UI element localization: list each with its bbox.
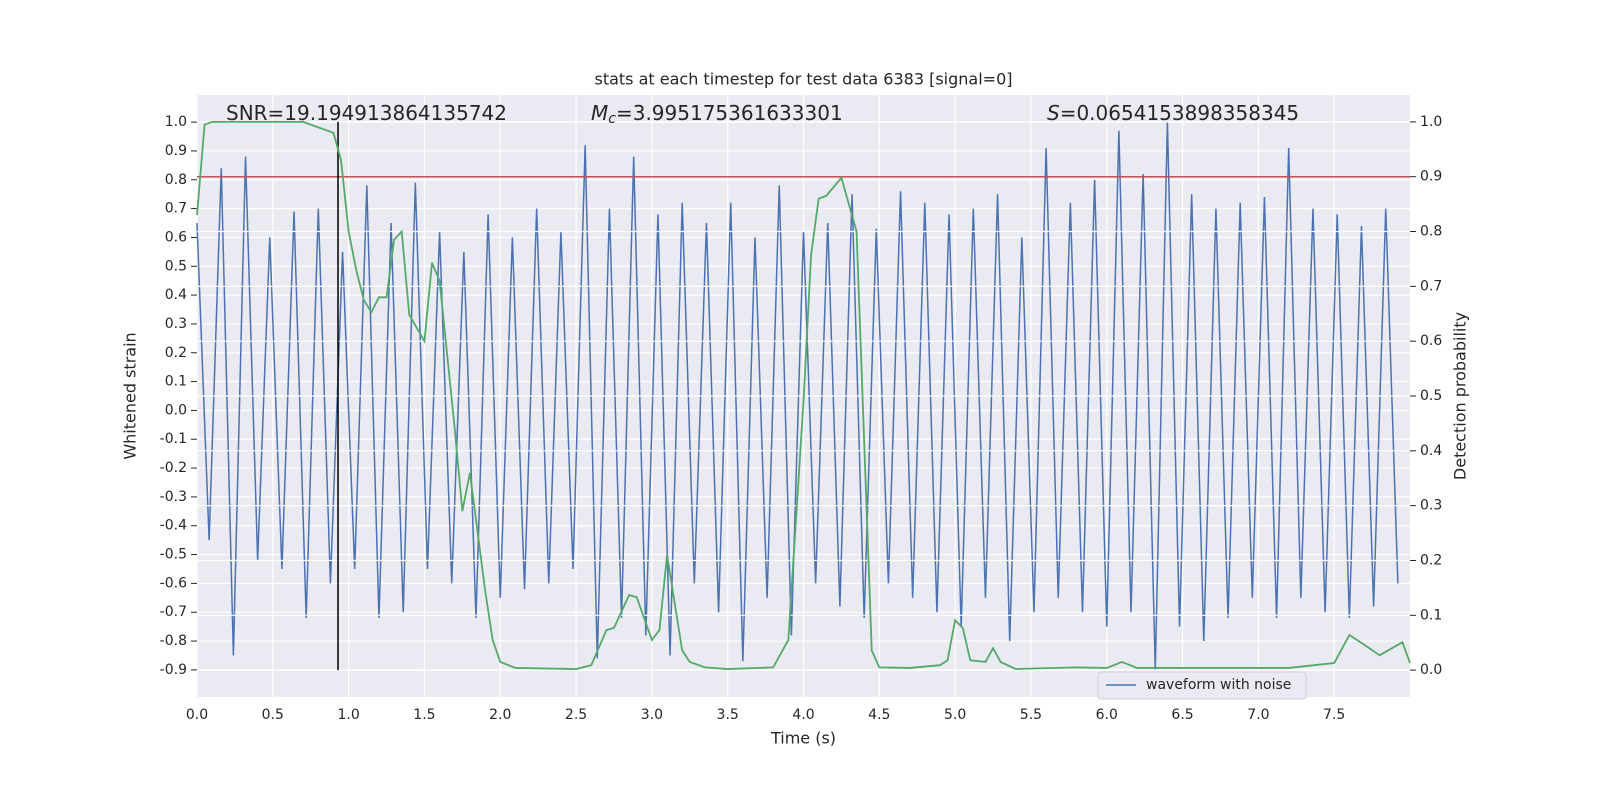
x-tick-label: 1.0 [337,707,359,723]
annotation-subscript: c [608,111,616,127]
x-tick-label: 3.0 [641,707,663,723]
y-tick-label: 1.0 [165,114,187,130]
x-tick-label: 6.0 [1096,707,1118,723]
chart-title: stats at each timestep for test data 638… [594,70,1012,89]
annotation-symbol: S [1047,101,1060,125]
annotation: Mc=3.995175361633301 [591,101,843,128]
y2-tick-label: 0.4 [1420,443,1442,459]
annotation: SNR=19.194913864135742 [226,101,507,125]
y2-tick-label: 0.2 [1420,552,1442,568]
x-tick-label: 6.5 [1171,707,1193,723]
x-tick-label: 3.5 [717,707,739,723]
x-tick-label: 0.5 [262,707,284,723]
y2-tick-label: 0.9 [1420,169,1442,185]
x-axis-label: Time (s) [770,729,836,748]
y-tick-label: -0.4 [160,518,187,534]
y-tick-label: 0.0 [165,402,187,418]
y-tick-label: 0.5 [165,258,187,274]
y-tick-label: -0.9 [160,662,187,678]
y-tick-label: -0.6 [160,575,187,591]
x-tick-label: 1.5 [413,707,435,723]
legend-box [1097,671,1307,700]
x-tick-label: 2.5 [565,707,587,723]
y-tick-label: 0.1 [165,374,187,390]
y-tick-label: 0.2 [165,345,187,361]
y2-tick-label: 0.6 [1420,333,1442,349]
annotation-text: =0.0654153898358345 [1060,101,1299,125]
y-tick-label: -0.2 [160,460,187,476]
y-tick-label: 0.6 [165,229,187,245]
x-tick-label: 4.5 [868,707,890,723]
x-tick-label: 7.0 [1247,707,1269,723]
y-tick-label: 0.4 [165,287,187,303]
y2-tick-label: 1.0 [1420,114,1442,130]
annotation-text: =3.995175361633301 [616,101,843,125]
y-tick-label: -0.1 [160,431,187,447]
y2-tick-label: 0.3 [1420,498,1442,514]
y-tick-label: 0.8 [165,172,187,188]
y2-axis-label: Detection probability [1451,312,1470,480]
y2-tick-label: 0.8 [1420,224,1442,240]
x-tick-label: 0.0 [186,707,208,723]
y2-tick-label: 0.5 [1420,388,1442,404]
x-tick-label: 7.5 [1323,707,1345,723]
x-tick-label: 2.0 [489,707,511,723]
y-tick-label: -0.7 [160,604,187,620]
y2-tick-label: 0.0 [1420,662,1442,678]
annotation-text: SNR=19.194913864135742 [226,101,507,125]
annotation-symbol: M [591,101,608,125]
y-axis-label: Whitened strain [121,332,140,459]
series-line [196,120,1411,670]
y2-tick-label: 0.1 [1420,607,1442,623]
y-tick-label: 0.9 [165,143,187,159]
series-line [196,122,1399,670]
y-tick-label: -0.3 [160,489,187,505]
legend-label: waveform with noise [1146,677,1291,693]
y-tick-label: 0.3 [165,316,187,332]
x-tick-label: 5.5 [1020,707,1042,723]
y-tick-label: -0.8 [160,633,187,649]
y-tick-label: 0.7 [165,201,187,217]
x-tick-label: 5.0 [944,707,966,723]
annotation: S=0.0654153898358345 [1047,101,1299,125]
x-tick-label: 4.0 [792,707,814,723]
y-tick-label: -0.5 [160,547,187,563]
y2-tick-label: 0.7 [1420,278,1442,294]
